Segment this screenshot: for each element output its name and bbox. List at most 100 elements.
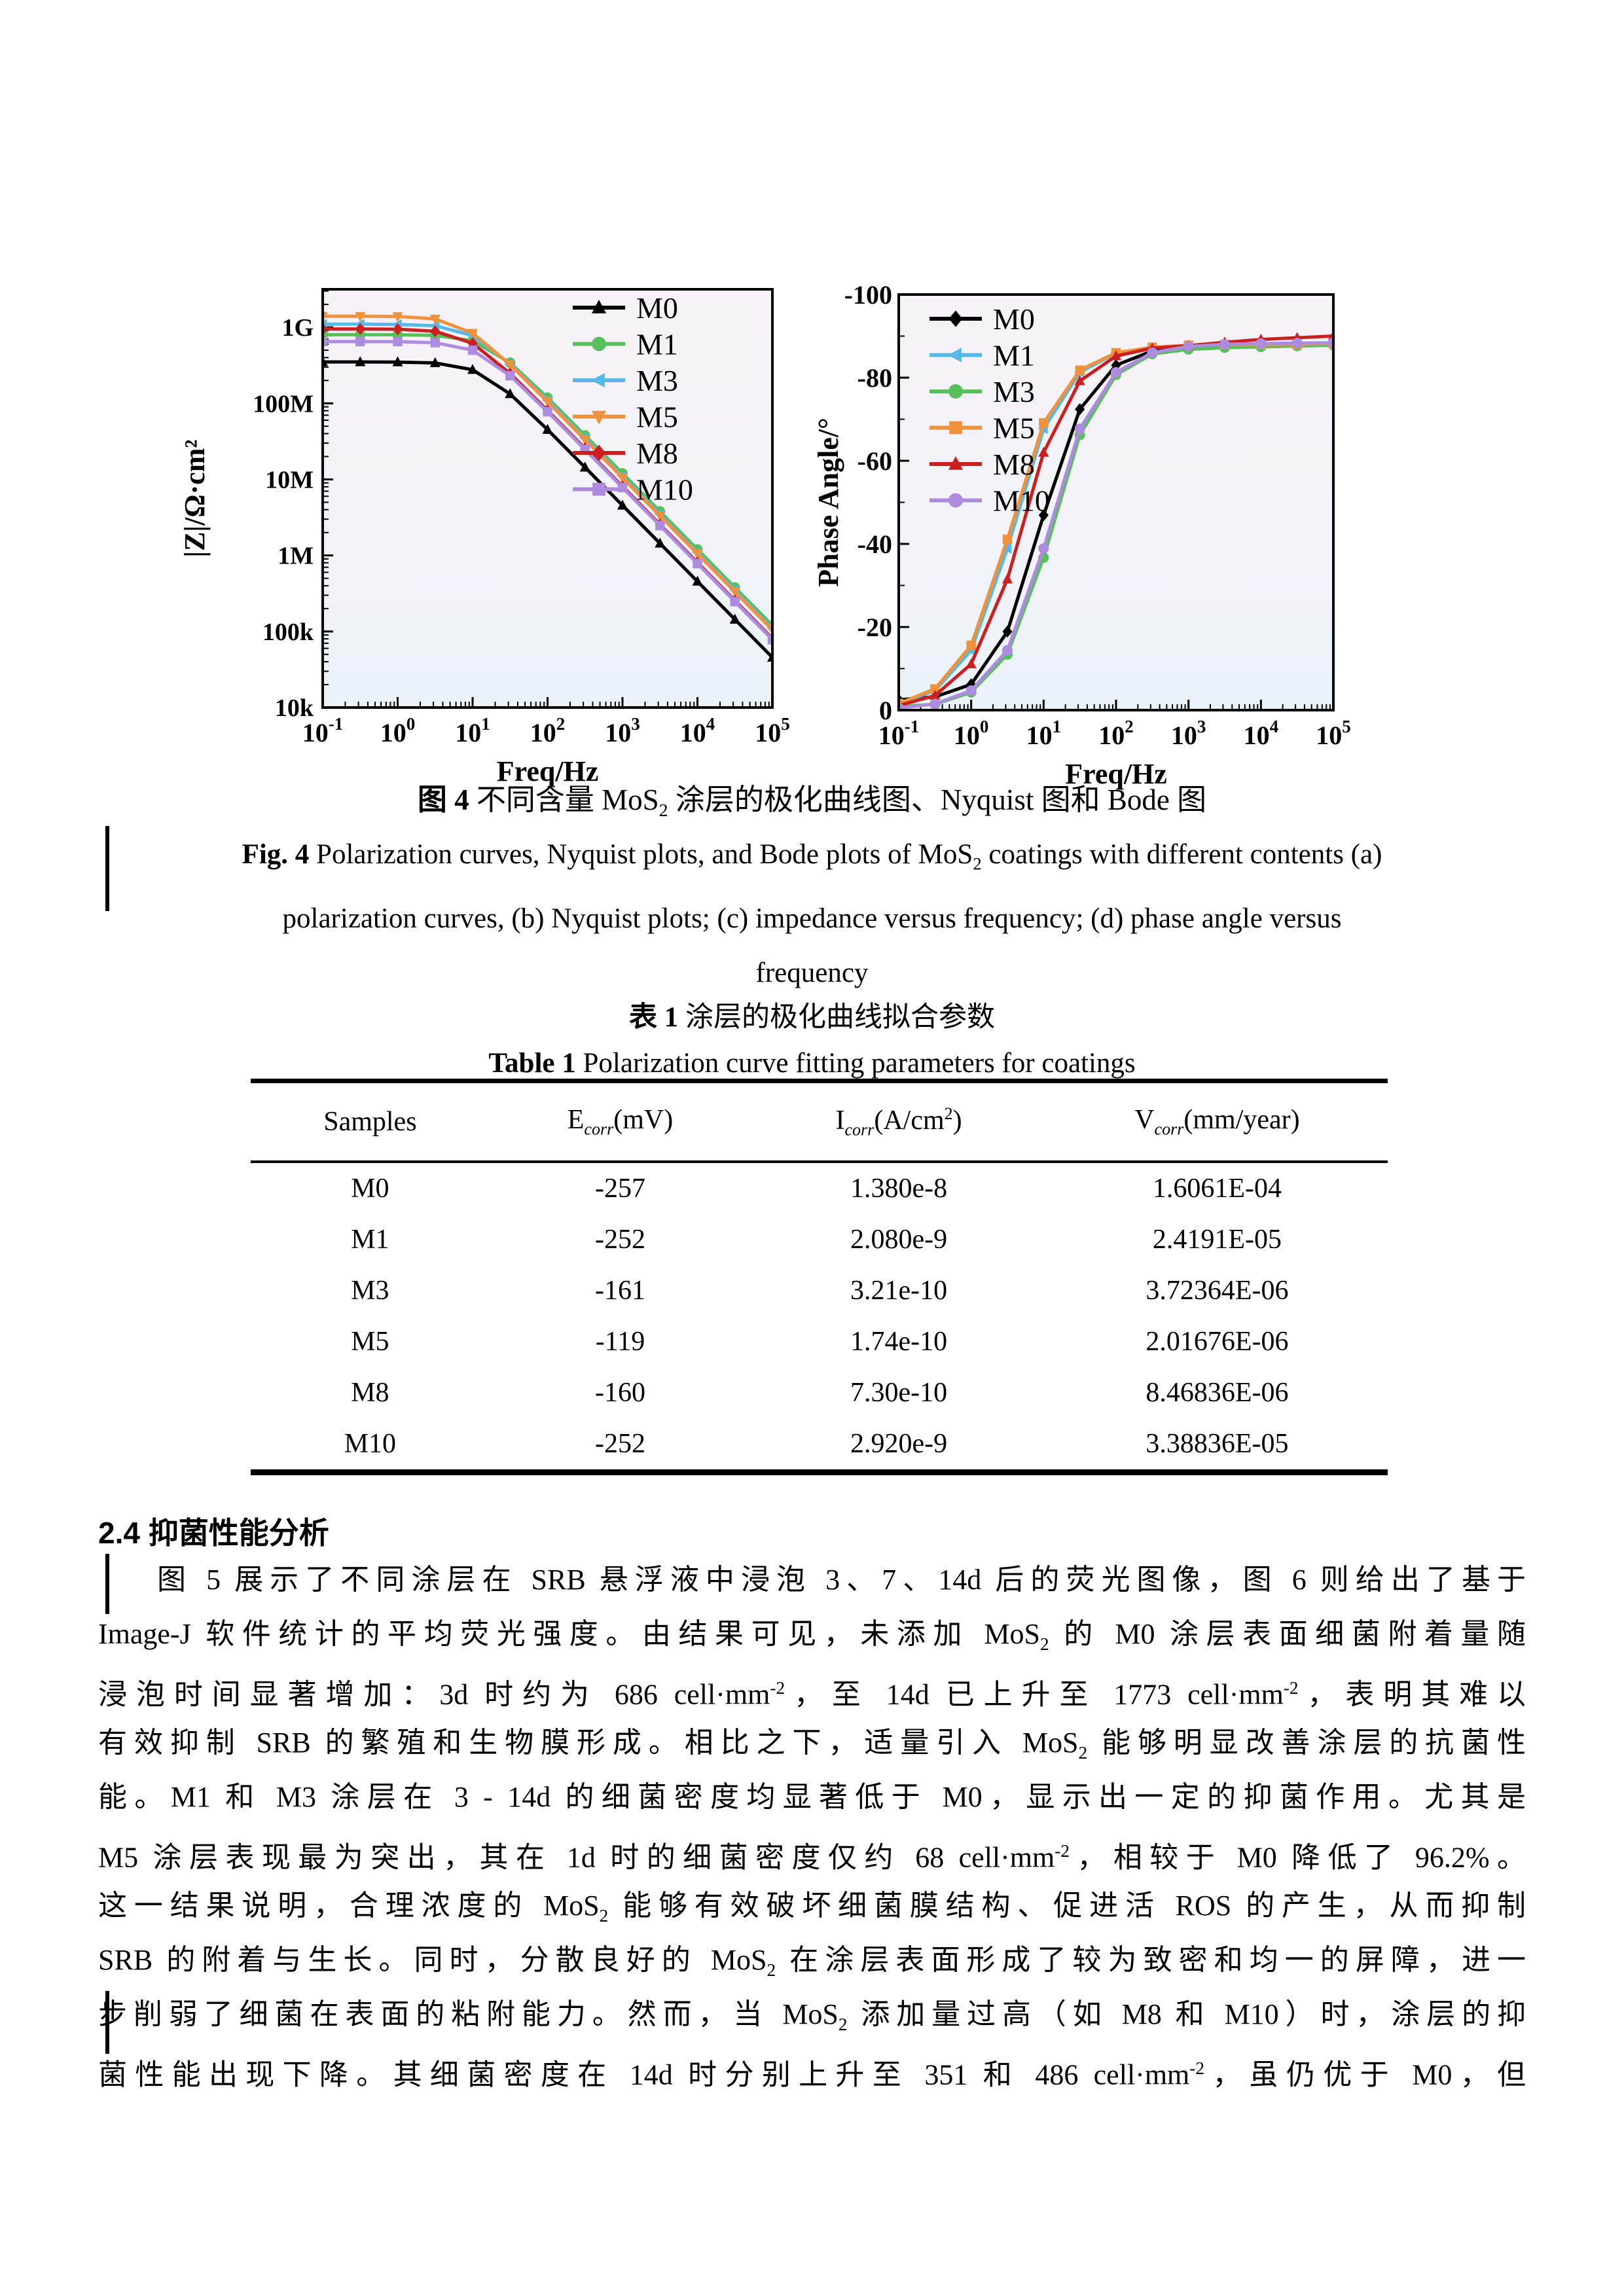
paragraph-line: 浸泡时间显著增加：3d 时约为 686 cell·mm-2，至 14d 已上升至…	[98, 1678, 1526, 1711]
x-tick-label: 103	[605, 714, 640, 747]
table-row: M10 -252 2.920e-9 3.38836E-05	[251, 1418, 1388, 1469]
table-cell: -252	[595, 1429, 646, 1459]
x-tick-label: 101	[455, 714, 490, 747]
table-cell: 2.080e-9	[850, 1225, 948, 1255]
table-cell: -119	[595, 1327, 645, 1357]
x-axis-title: Freq/Hz	[497, 755, 599, 787]
legend-label: M3	[993, 375, 1035, 408]
x-tick-label: 105	[755, 714, 790, 747]
paragraph-line: 能。M1 和 M3 涂层在 3 - 14d 的细菌密度均显著低于 M0，显示出一…	[98, 1781, 1526, 1813]
y-tick-label: 1G	[281, 314, 314, 342]
y-tick-label: -20	[857, 613, 892, 642]
table-cell: 2.01676E-06	[1146, 1327, 1289, 1357]
table-cell: 1.74e-10	[850, 1327, 948, 1357]
table-header-cell: Samples	[323, 1107, 417, 1137]
table-cell: M0	[351, 1174, 389, 1204]
figure-caption-en-line: frequency	[755, 957, 869, 988]
paragraph-line: 步削弱了细菌在表面的粘附能力。然而，当 MoS2 添加量过高（如 M8 和 M1…	[98, 1998, 1526, 2034]
y-tick-label: 100k	[262, 619, 314, 646]
x-tick-label: 10-1	[302, 714, 344, 747]
y-axis-title: Phase Angle/°	[812, 418, 844, 586]
table-row: M0 -257 1.380e-8 1.6061E-04	[251, 1163, 1388, 1214]
legend-label: M8	[993, 448, 1035, 481]
y-tick-label: -40	[857, 529, 892, 559]
legend-label: M0	[636, 291, 678, 325]
y-tick-label: 1M	[278, 543, 314, 570]
paragraph-line: 菌性能出现下降。其细菌密度在 14d 时分别上升至 351 和 486 cell…	[98, 2058, 1526, 2091]
table-row: M1 -252 2.080e-9 2.4191E-05	[251, 1214, 1388, 1265]
table-cell: M5	[351, 1327, 389, 1357]
table-cell: 8.46836E-06	[1146, 1378, 1289, 1408]
table-cell: 7.30e-10	[850, 1378, 948, 1408]
paragraph-line: 图 5 展示了不同涂层在 SRB 悬浮液中浸泡 3、7、14d 后的荧光图像，图…	[157, 1564, 1526, 1596]
x-axis-title: Freq/Hz	[1065, 758, 1167, 790]
phase-bode-svg: 10-1 100 101 102 103 104 105 0 -20 -40 -60 -80 -100 F…	[812, 280, 1351, 790]
x-tick-label: 100	[380, 714, 416, 747]
paragraph-line: M5 涂层表现最为突出，其在 1d 时的细菌密度仅约 68 cell·mm-2，…	[98, 1841, 1526, 1874]
y-tick-label: -100	[844, 280, 892, 310]
table-cell: M1	[351, 1225, 389, 1255]
y-axis-title: |Z|/Ω·cm²	[179, 439, 211, 557]
x-tick-label: 104	[680, 714, 715, 747]
table-row: M5 -119 1.74e-10 2.01676E-06	[251, 1316, 1388, 1367]
table-caption: 表 1 涂层的极化曲线拟合参数 Table 1 Polarization cur…	[98, 995, 1526, 1086]
y-tick-label: 0	[879, 696, 892, 725]
revision-bar	[105, 826, 109, 911]
polarization-parameters-table: Samples Ecorr(mV) Icorr(A/cm2) Vcorr(mm/yea…	[251, 1079, 1388, 1475]
revision-bar	[105, 1991, 109, 2054]
table-cell: 2.920e-9	[850, 1429, 948, 1459]
table-cell: -257	[595, 1174, 646, 1204]
table-cell: 3.72364E-06	[1146, 1276, 1289, 1306]
table-header-row: Samples Ecorr(mV) Icorr(A/cm2) Vcorr(mm/yea…	[251, 1083, 1388, 1163]
body-paragraph: 图 5 展示了不同涂层在 SRB 悬浮液中浸泡 3、7、14d 后的荧光图像，图…	[98, 1552, 1526, 2096]
table-cell: 2.4191E-05	[1152, 1225, 1282, 1255]
legend-label: M3	[636, 364, 678, 397]
phase-bode-chart: 10-1 100 101 102 103 104 105 0 -20 -40 -60 -80 -100 F…	[753, 272, 1447, 831]
legend-label: M5	[993, 412, 1035, 445]
figure-caption-en-line: polarization curves, (b) Nyquist plots; …	[282, 903, 1342, 934]
paragraph-line: Image-J 软件统计的平均荧光强度。由结果可见，未添加 MoS2 的 M0 …	[98, 1618, 1526, 1654]
y-tick-label: 100M	[253, 390, 314, 418]
table-cell: 3.38836E-05	[1146, 1429, 1289, 1459]
x-tick-label: 105	[1316, 717, 1351, 750]
x-tick-label: 100	[954, 717, 989, 750]
table-row: M3 -161 3.21e-10 3.72364E-06	[251, 1265, 1388, 1316]
table-caption-cn: 表 1 涂层的极化曲线拟合参数	[629, 1002, 995, 1033]
y-tick-label: 10k	[275, 694, 314, 722]
x-tick-label: 103	[1171, 717, 1206, 750]
series-group	[323, 312, 772, 662]
legend-label: M5	[636, 401, 678, 434]
legend-label: M1	[636, 328, 678, 361]
revision-bar	[105, 1554, 109, 1614]
y-tick-label: -60	[857, 446, 892, 476]
legend-label: M10	[993, 484, 1050, 518]
x-tick-label: 104	[1244, 717, 1279, 750]
paragraph-line: SRB 的附着与生长。同时，分散良好的 MoS2 在涂层表面形成了较为致密和均一…	[98, 1944, 1526, 1980]
impedance-bode-svg: 10-1 100 101 102 103 104 105 10k 100k 1M 10M 100M 1G…	[179, 288, 790, 787]
x-tick-label: 101	[1026, 717, 1062, 750]
table-cell: M3	[351, 1276, 389, 1306]
y-tick-label: 10M	[265, 466, 314, 493]
y-tick-label: -80	[857, 363, 892, 393]
x-tick-label: 102	[1098, 717, 1134, 750]
table-row: M8 -160 7.30e-10 8.46836E-06	[251, 1367, 1388, 1418]
impedance-bode-chart: 10-1 100 101 102 103 104 105 10k 100k 1M 10M 100M 1G…	[164, 272, 818, 831]
figure-caption-en: Fig. 4 Polarization curves, Nyquist plot…	[98, 827, 1526, 1000]
table-cell: 1.6061E-04	[1152, 1174, 1282, 1204]
x-tick-label: 102	[530, 714, 566, 747]
table-cell: -161	[595, 1276, 646, 1306]
table-cell: -252	[595, 1225, 646, 1255]
table-cell: -160	[595, 1378, 646, 1408]
paragraph-line: 这一结果说明，合理浓度的 MoS2 能够有效破坏细菌膜结构、促进活 ROS 的产…	[98, 1890, 1526, 1926]
legend-label: M0	[993, 302, 1035, 336]
legend-label: M8	[636, 437, 678, 470]
table-header-cell: Ecorr(mV)	[567, 1105, 674, 1139]
table-header-cell: Vcorr(mm/year)	[1134, 1105, 1300, 1139]
series-M5	[323, 312, 772, 636]
table-cell: M10	[344, 1429, 397, 1459]
series-M0	[323, 356, 772, 662]
figure-caption-cn: 图 4 不同含量 MoS2 涂层的极化曲线图、Nyquist 图和 Bode 图	[417, 783, 1207, 821]
